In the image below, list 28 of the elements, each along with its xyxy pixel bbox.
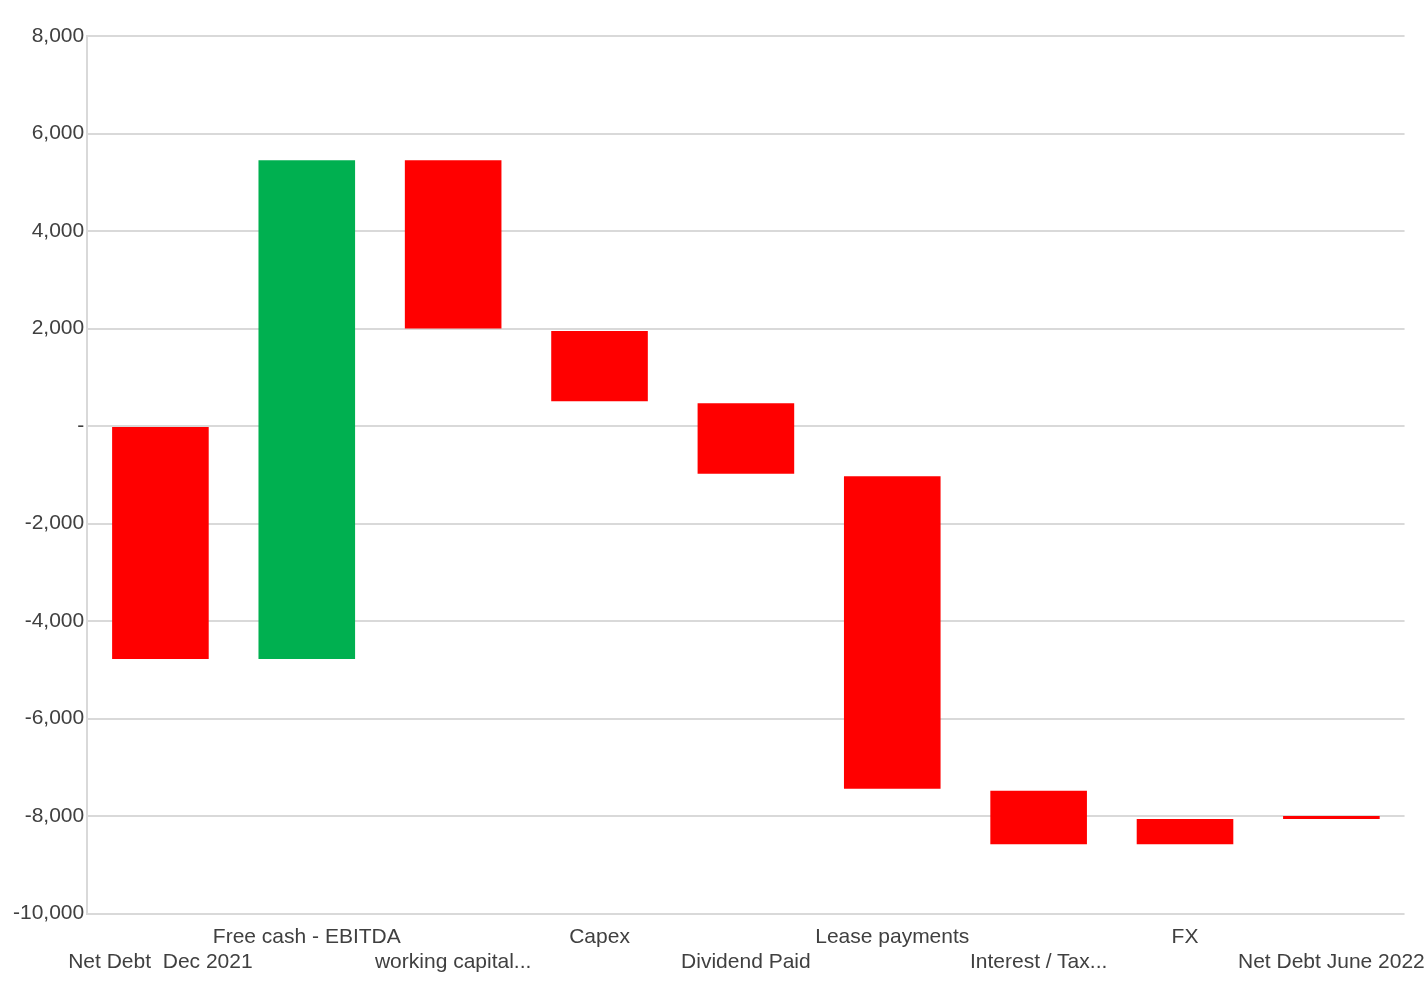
bar bbox=[258, 160, 356, 660]
y-tick-label: 8,000 bbox=[31, 22, 85, 46]
y-tick-label: -10,000 bbox=[12, 900, 85, 924]
bar bbox=[112, 427, 209, 660]
y-tick-label: - bbox=[77, 412, 85, 436]
bar bbox=[990, 790, 1087, 845]
x-tick-label: working capital... bbox=[373, 949, 532, 973]
y-tick-label: -6,000 bbox=[24, 705, 85, 729]
bar bbox=[551, 330, 648, 402]
x-tick-label: FX bbox=[1171, 924, 1199, 947]
x-tick-label: Interest / Tax... bbox=[969, 949, 1108, 973]
bar bbox=[843, 476, 941, 789]
bar bbox=[1283, 816, 1380, 820]
x-tick-label: Free cash - EBITDA bbox=[212, 924, 401, 947]
bar bbox=[1136, 819, 1234, 845]
y-tick-label: -2,000 bbox=[24, 510, 85, 534]
bar bbox=[404, 160, 502, 329]
x-tick-label: Lease payments bbox=[815, 924, 970, 947]
bar bbox=[697, 403, 795, 474]
y-tick-label: 4,000 bbox=[31, 217, 85, 241]
x-tick-label: Dividend Paid bbox=[681, 949, 811, 973]
x-tick-label: Net Debt June 2022 bbox=[1237, 949, 1425, 973]
x-tick-label: Capex bbox=[569, 924, 631, 947]
y-tick-label: 6,000 bbox=[31, 120, 85, 144]
y-tick-label: -4,000 bbox=[24, 607, 85, 631]
y-tick-label: -8,000 bbox=[24, 802, 85, 826]
y-tick-label: 2,000 bbox=[31, 315, 85, 339]
x-tick-label: Net Debt Dec 2021 bbox=[68, 949, 253, 973]
